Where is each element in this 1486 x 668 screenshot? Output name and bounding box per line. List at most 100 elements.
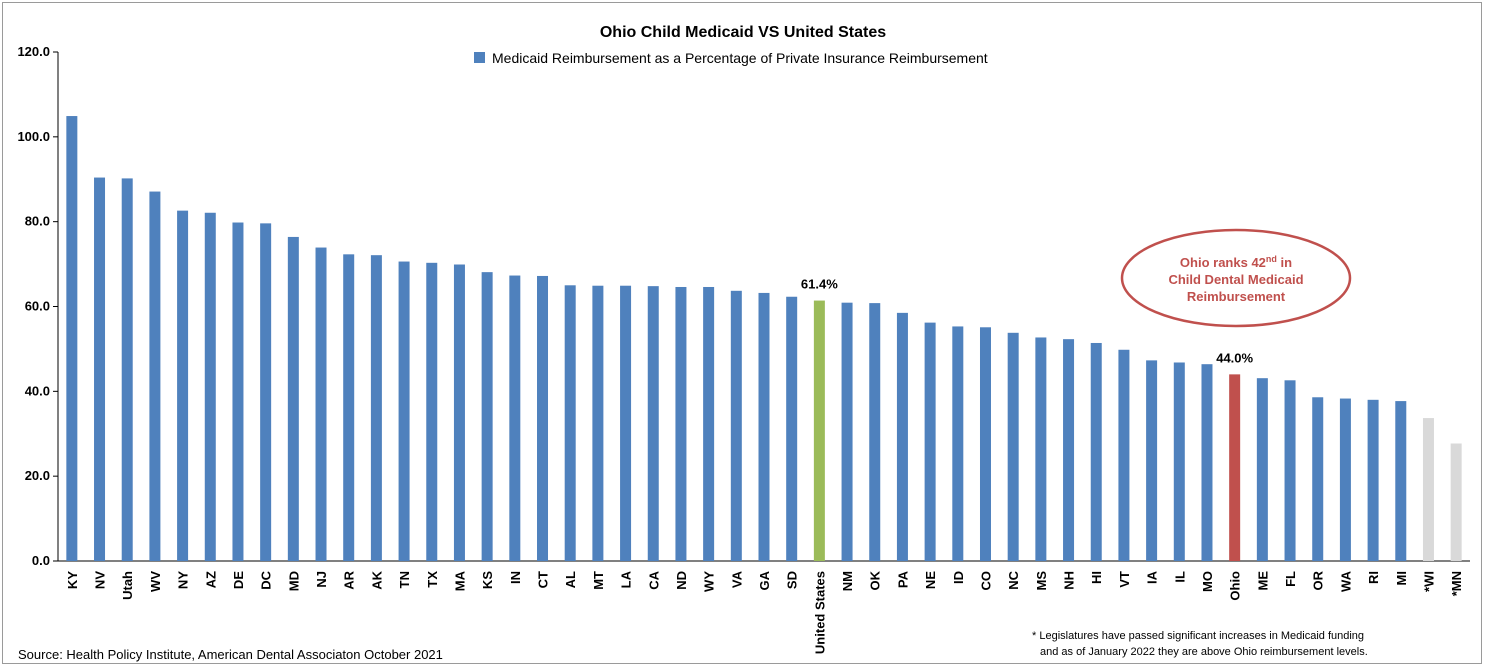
x-tick-label: NV [93,571,108,589]
bar-la [620,285,632,561]
x-tick-label: KS [480,571,495,589]
bar-ms [1035,337,1047,561]
source-note: Source: Health Policy Institute, America… [18,647,443,662]
x-tick-label: Utah [120,571,135,600]
x-tick-label: ME [1255,571,1270,591]
bar-ks [481,272,493,561]
x-tick-label: TN [397,571,412,588]
x-tick-label: PA [895,570,910,588]
bar-il [1173,362,1185,561]
bar-ct [537,275,549,561]
bar-nd [675,286,687,561]
legend-swatch [474,52,485,63]
bar-nj [315,247,327,561]
bar-ny [177,210,189,561]
x-tick-label: WA [1338,570,1353,592]
bar-ne [924,322,936,561]
bar-wv [149,191,161,561]
y-tick-label: 40.0 [25,383,50,398]
bar-tn [398,261,410,561]
bar-az [204,212,216,562]
data-label: 44.0% [1216,350,1253,365]
bar-ri [1367,399,1379,561]
bar-vt [1118,349,1130,561]
bar-sd [786,296,798,561]
x-tick-label: VA [729,570,744,588]
x-tick-label: ND [674,571,689,590]
x-tick-label: NM [840,571,855,591]
x-tick-label: AZ [203,571,218,588]
x-tick-label: MO [1200,571,1215,592]
x-tick-label: MA [452,570,467,591]
callout-oval [1120,228,1352,328]
bar-utah [121,178,133,561]
bar-id [952,326,964,561]
y-tick-label: 20.0 [25,468,50,483]
bar-ar [343,254,355,561]
x-tick-label: NH [1062,571,1077,590]
x-tick-label: WV [148,571,163,592]
x-tick-label: ID [951,571,966,584]
bar-co [979,327,991,561]
bar-hi [1090,342,1102,561]
x-tick-label: AR [342,570,357,589]
x-tick-label: MT [591,571,606,590]
bar-nh [1063,339,1075,561]
x-tick-label: HI [1089,571,1104,584]
callout-ellipse: Ohio ranks 42nd in Child Dental Medicaid… [1120,228,1352,328]
x-tick-label: *MN [1449,571,1464,596]
bar-ia [1146,360,1158,561]
bar-ak [370,255,382,561]
x-tick-label: CA [646,570,661,589]
bar-nm [841,302,853,561]
bar-al [564,285,576,561]
bar-ma [453,264,465,561]
x-tick-label: NY [176,571,191,589]
x-tick-label: SD [785,571,800,589]
x-tick-label: OR [1311,570,1326,590]
x-tick-label: KY [65,571,80,589]
y-tick-label: 80.0 [25,214,50,229]
x-tick-label: GA [757,570,772,590]
bar-or [1312,397,1324,561]
legend-label: Medicaid Reimbursement as a Percentage o… [492,50,988,66]
bar-dc [260,223,272,561]
bar-de [232,222,244,561]
y-tick-label: 120.0 [17,44,50,59]
bar-in [509,275,521,561]
footnote-line-2: and as of January 2022 they are above Oh… [1040,646,1368,658]
chart-title: Ohio Child Medicaid VS United States [600,24,886,41]
data-labels: 61.4% 44.0% [801,277,1254,366]
bar-nc [1007,332,1019,561]
x-tick-label: IN [508,571,523,584]
x-axis-labels: KY NV Utah WV NY AZ DE DC MD NJ AR AK TN TX MA KS IN CT AL… [65,570,1464,654]
x-tick-label: MI [1394,571,1409,585]
bar-mi [1395,401,1407,561]
x-tick-label: United States [812,571,827,654]
x-tick-label: TX [425,571,440,588]
bar-wi [1422,418,1434,561]
bar-wy [703,286,715,561]
bar-va [730,290,742,561]
x-tick-label: DE [231,571,246,589]
x-tick-label: DC [259,570,274,589]
bar-me [1256,378,1268,561]
x-tick-label: *WI [1421,571,1436,592]
x-tick-label: IL [1172,571,1187,583]
y-tick-label: 100.0 [17,129,50,144]
bar-wa [1339,398,1351,561]
x-tick-label: WY [702,571,717,592]
bar-pa [896,312,908,561]
x-tick-label: AL [563,571,578,588]
bar-mo [1201,364,1213,561]
x-tick-label: FL [1283,571,1298,587]
bar-united-states [813,300,825,561]
x-tick-label: RI [1366,571,1381,584]
x-tick-label: MS [1034,571,1049,591]
bar-ky [66,116,78,561]
bar-fl [1284,380,1296,561]
x-tick-label: OK [868,570,883,590]
bar-nv [94,177,106,561]
bar-ok [869,303,881,561]
